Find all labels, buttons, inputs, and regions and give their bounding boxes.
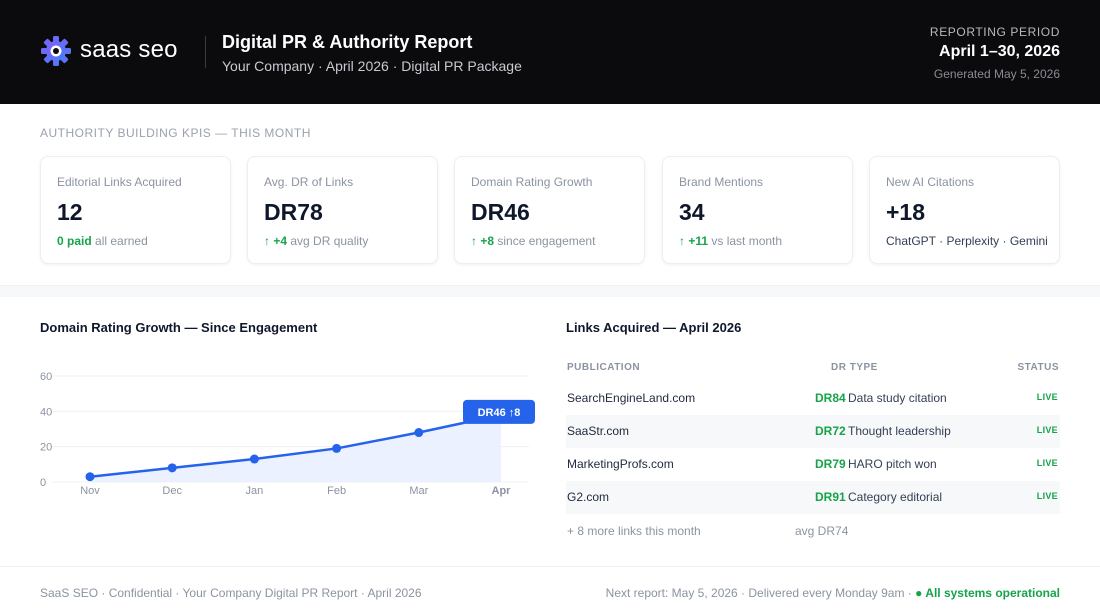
data-point xyxy=(167,463,177,473)
avg-dr-note: avg DR74 xyxy=(795,524,849,538)
report-footer: SaaS SEO · Confidential · Your Company D… xyxy=(0,566,1100,615)
period-value: April 1–30, 2026 xyxy=(939,43,1060,60)
more-links-note: + 8 more links this month xyxy=(567,524,701,538)
link-type: HARO pitch won xyxy=(848,457,937,471)
series-line xyxy=(88,413,503,478)
publication-name: MarketingProfs.com xyxy=(567,457,674,471)
y-tick-label: 0 xyxy=(40,477,46,489)
kpi-label: Avg. DR of Links xyxy=(264,175,354,189)
column-header-publication: PUBLICATION xyxy=(567,362,641,373)
table-row: G2.com DR91 Category editorial LIVE xyxy=(566,481,1060,514)
kpi-note: ↑ +11 vs last month xyxy=(679,234,836,248)
report-subtitle: Your Company · April 2026 · Digital PR P… xyxy=(222,58,522,74)
kpi-highlight: ↑ +11 xyxy=(679,234,709,248)
kpi-label: Domain Rating Growth xyxy=(471,175,593,189)
kpi-card-avg-dr: Avg. DR of Links DR78 ↑ +4 avg DR qualit… xyxy=(247,156,438,264)
kpi-card-dr-growth: Domain Rating Growth DR46 ↑ +8 since eng… xyxy=(454,156,645,264)
data-point xyxy=(249,454,259,464)
callout-badge xyxy=(463,399,535,424)
kpi-note: 0 paid all earned xyxy=(57,234,214,248)
kpi-note-text: since engagement xyxy=(497,234,596,248)
footer-confidential: SaaS SEO · Confidential · Your Company D… xyxy=(40,586,422,600)
data-point xyxy=(414,428,424,438)
y-tick-label: 20 xyxy=(40,442,52,454)
kpi-label: Brand Mentions xyxy=(679,175,764,189)
table-row: SaaStr.com DR72 Thought leadership LIVE xyxy=(566,415,1060,448)
kpi-card-brand-mentions: Brand Mentions 34 ↑ +11 vs last month xyxy=(662,156,853,264)
report-title: Digital PR & Authority Report xyxy=(222,32,473,52)
data-point xyxy=(85,472,95,482)
y-tick-label: 40 xyxy=(40,406,52,418)
x-tick-label: Jan xyxy=(246,485,264,497)
table-row: MarketingProfs.com DR79 HARO pitch won L… xyxy=(566,448,1060,481)
x-tick-label: Feb xyxy=(327,485,346,497)
kpi-note-text: vs last month xyxy=(711,234,783,248)
link-type: Thought leadership xyxy=(848,424,951,438)
dr-value: DR79 xyxy=(815,457,846,471)
data-point xyxy=(332,443,342,453)
header-divider xyxy=(205,36,206,68)
link-type: Data study citation xyxy=(848,391,947,405)
kpi-note: ↑ +4 avg DR quality xyxy=(264,234,421,248)
status-badge: LIVE xyxy=(1036,491,1058,501)
kpi-label: Editorial Links Acquired xyxy=(57,175,182,189)
status-badge: LIVE xyxy=(1036,392,1058,402)
status-badge: LIVE xyxy=(1036,425,1058,435)
footer-next-report: Next report: May 5, 2026 · Delivered eve… xyxy=(605,586,912,600)
kpi-section-label: AUTHORITY BUILDING KPIS — THIS MONTH xyxy=(40,126,311,140)
status-badge: LIVE xyxy=(1036,458,1058,468)
callout-label: DR46 ↑8 xyxy=(478,407,521,419)
publication-name: G2.com xyxy=(567,490,610,504)
kpi-highlight: ↑ +4 xyxy=(264,234,288,248)
kpi-card-ai-citations: New AI Citations +18 ChatGPT · Perplexit… xyxy=(869,156,1060,264)
dr-value: DR91 xyxy=(815,490,846,504)
kpi-label: New AI Citations xyxy=(886,175,975,189)
kpi-value: 34 xyxy=(679,199,705,225)
brand-name: saas seo xyxy=(80,36,178,63)
links-title: Links Acquired — April 2026 xyxy=(566,320,742,335)
kpi-note-text: ChatGPT · Perplexity · Gemini xyxy=(886,234,1048,248)
kpi-note: ↑ +8 since engagement xyxy=(471,234,628,248)
kpi-value: DR78 xyxy=(264,199,323,225)
reporting-period: REPORTING PERIOD April 1–30, 2026 Genera… xyxy=(930,25,1060,81)
kpi-value: DR46 xyxy=(471,199,530,225)
x-tick-label: Mar xyxy=(409,485,428,497)
section-divider xyxy=(0,285,1100,297)
gear-logo-icon xyxy=(41,36,71,66)
kpi-highlight: ↑ +8 xyxy=(471,234,495,248)
dr-value: DR84 xyxy=(815,391,846,405)
report-header: saas seo Digital PR & Authority Report Y… xyxy=(0,0,1100,104)
kpi-note-text: avg DR quality xyxy=(290,234,369,248)
chart-title: Domain Rating Growth — Since Engagement xyxy=(40,320,318,335)
kpi-value: +18 xyxy=(886,199,926,225)
x-tick-label: Dec xyxy=(162,485,182,497)
kpi-card-editorial-links: Editorial Links Acquired 12 0 paid all e… xyxy=(40,156,231,264)
kpi-highlight: 0 paid xyxy=(57,234,92,248)
kpi-note-text: all earned xyxy=(95,234,148,248)
x-tick-label: Nov xyxy=(80,485,100,497)
dr-growth-chart: 0 20 40 60 Nov Dec Jan Feb Mar Apr DR46 ↑8 xyxy=(40,371,535,497)
publication-name: SearchEngineLand.com xyxy=(567,391,696,405)
link-type: Category editorial xyxy=(848,490,943,504)
area-fill xyxy=(90,414,501,482)
y-tick-label: 60 xyxy=(40,371,52,383)
period-label: REPORTING PERIOD xyxy=(929,25,1060,39)
kpi-value: 12 xyxy=(57,199,83,225)
generated-date: Generated May 5, 2026 xyxy=(933,67,1060,81)
column-header-status: STATUS xyxy=(1017,362,1059,373)
column-header-dr-type: DR TYPE xyxy=(831,362,878,373)
table-row: SearchEngineLand.com DR84 Data study cit… xyxy=(566,382,1060,415)
footer-delivery: Next report: May 5, 2026 · Delivered eve… xyxy=(606,586,1060,600)
x-tick-label: Apr xyxy=(492,485,512,497)
dr-value: DR72 xyxy=(815,424,846,438)
publication-name: SaaStr.com xyxy=(567,424,630,438)
system-status: ● All systems operational xyxy=(915,586,1060,600)
